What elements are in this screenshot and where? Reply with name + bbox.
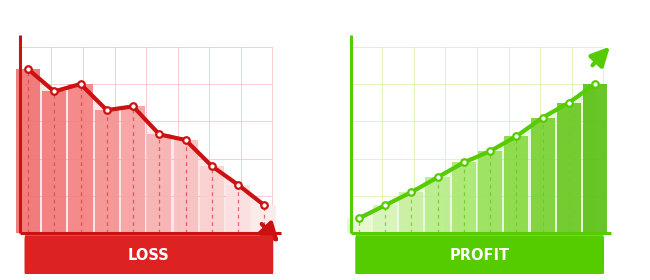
Polygon shape <box>399 192 423 233</box>
Point <box>101 108 112 112</box>
Polygon shape <box>478 151 502 233</box>
Text: PROFIT: PROFIT <box>450 248 510 263</box>
Polygon shape <box>95 110 119 233</box>
Point <box>23 67 33 71</box>
Polygon shape <box>557 103 581 233</box>
Point <box>485 149 495 153</box>
Point <box>259 203 270 207</box>
Text: LOSS: LOSS <box>128 248 170 263</box>
Polygon shape <box>504 136 528 233</box>
Point <box>354 216 364 221</box>
Polygon shape <box>346 218 370 233</box>
Point <box>181 138 191 142</box>
Polygon shape <box>121 106 145 233</box>
Polygon shape <box>583 84 607 233</box>
Point <box>154 132 164 137</box>
Polygon shape <box>530 118 554 233</box>
Polygon shape <box>148 134 172 233</box>
Point <box>564 101 574 105</box>
Point <box>459 160 469 165</box>
Polygon shape <box>426 177 450 233</box>
Point <box>75 82 86 86</box>
Point <box>380 203 390 207</box>
FancyBboxPatch shape <box>356 235 604 275</box>
Point <box>406 190 417 195</box>
Point <box>511 134 521 139</box>
Point <box>49 89 59 94</box>
Polygon shape <box>200 166 224 233</box>
Polygon shape <box>252 205 276 233</box>
Polygon shape <box>42 92 66 233</box>
Polygon shape <box>68 84 92 233</box>
Polygon shape <box>452 162 476 233</box>
Point <box>233 183 243 187</box>
Point <box>432 175 443 179</box>
Point <box>538 115 548 120</box>
Polygon shape <box>16 69 40 233</box>
Point <box>590 82 601 86</box>
Point <box>128 104 138 109</box>
Polygon shape <box>28 69 265 233</box>
Polygon shape <box>359 84 595 233</box>
Polygon shape <box>174 140 198 233</box>
Polygon shape <box>373 205 397 233</box>
FancyBboxPatch shape <box>25 235 273 275</box>
Point <box>207 164 217 168</box>
Polygon shape <box>226 185 250 233</box>
